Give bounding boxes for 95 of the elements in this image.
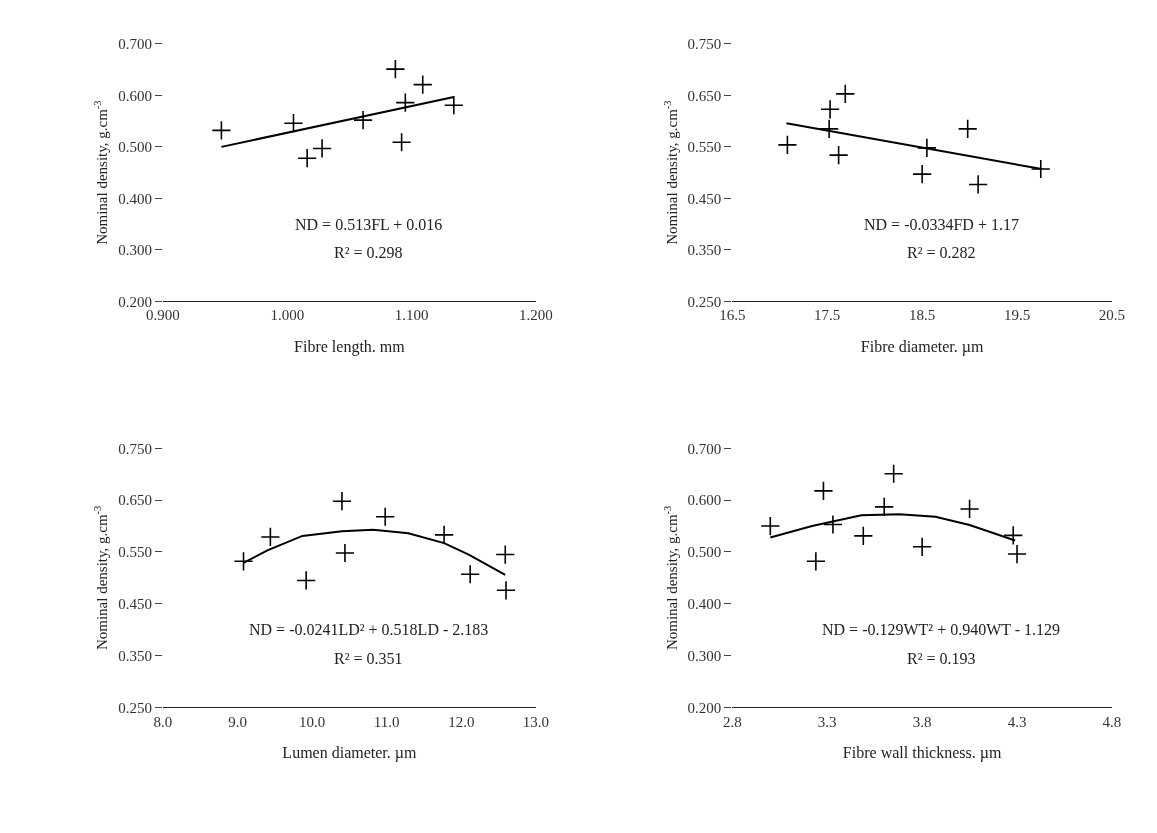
point <box>968 174 989 195</box>
x-tick-label: 4.8 <box>1102 713 1122 730</box>
x-tick-label: 1.000 <box>270 307 305 324</box>
y-tick-label: 0.450 <box>687 190 722 207</box>
point <box>820 99 840 120</box>
annotation: ND = 0.513FL + 0.016 <box>295 216 443 233</box>
point <box>391 132 412 153</box>
annotation: R² = 0.193 <box>907 650 976 667</box>
point <box>335 543 355 563</box>
point <box>912 536 933 557</box>
x-tick-label: 20.5 <box>1098 307 1126 324</box>
x-tick-label: 12.0 <box>448 713 475 730</box>
y-tick-label: 0.300 <box>687 647 722 664</box>
point <box>805 551 826 572</box>
annotation: R² = 0.298 <box>334 244 403 261</box>
x-tick-label: 0.900 <box>146 307 180 324</box>
y-tick-label: 0.700 <box>118 36 152 53</box>
y-tick-label: 0.350 <box>118 647 152 664</box>
point <box>375 506 396 527</box>
point <box>883 463 904 484</box>
point <box>395 92 416 113</box>
annotation: ND = -0.0334FD + 1.17 <box>864 216 1019 233</box>
point <box>233 551 254 572</box>
point <box>332 491 352 512</box>
x-axis-title: Lumen diameter. µm <box>282 744 417 763</box>
x-tick-label: 16.5 <box>719 307 746 324</box>
x-tick-label: 1.100 <box>394 307 429 324</box>
y-tick-label: 0.450 <box>118 596 152 612</box>
x-tick-label: 11.0 <box>373 713 400 730</box>
point <box>443 95 464 116</box>
annotation: ND = -0.0241LD² + 0.518LD - 2.183 <box>249 621 489 638</box>
point <box>297 148 318 169</box>
y-tick-label: 0.550 <box>118 544 152 561</box>
point <box>959 499 980 519</box>
y-tick-label: 0.250 <box>687 293 722 310</box>
point <box>835 83 856 104</box>
point <box>496 580 516 601</box>
y-tick-label: 0.700 <box>687 440 722 457</box>
annotation: ND = -0.129WT² + 0.940WT - 1.129 <box>822 621 1061 638</box>
x-tick-label: 18.5 <box>909 307 936 324</box>
y-tick-label: 0.250 <box>118 699 152 716</box>
point <box>353 110 373 131</box>
point <box>312 138 332 159</box>
point <box>385 59 406 80</box>
point <box>853 526 874 546</box>
point <box>813 480 834 501</box>
y-tick-label: 0.500 <box>687 544 722 561</box>
point <box>460 564 481 585</box>
y-tick-label: 0.400 <box>687 596 722 612</box>
point <box>874 496 895 517</box>
y-tick-label: 0.600 <box>118 87 152 104</box>
y-tick-label: 0.300 <box>118 242 152 259</box>
x-tick-label: 19.5 <box>1003 307 1031 324</box>
point <box>412 74 433 95</box>
point <box>1030 159 1051 179</box>
y-tick-label: 0.650 <box>118 492 152 509</box>
point <box>957 118 978 139</box>
point <box>777 134 798 155</box>
point <box>823 514 843 535</box>
point <box>296 570 317 591</box>
y-tick-label: 0.650 <box>687 87 722 104</box>
point <box>916 138 937 158</box>
y-tick-label: 0.200 <box>118 293 152 310</box>
x-axis-title: Fibre length. mm <box>294 338 406 357</box>
point <box>434 524 455 545</box>
point <box>828 145 849 166</box>
x-tick-label: 9.0 <box>228 713 247 730</box>
x-tick-label: 3.3 <box>817 713 837 730</box>
point <box>1003 525 1024 546</box>
y-tick-label: 0.500 <box>118 139 152 156</box>
annotation: R² = 0.351 <box>334 650 403 667</box>
x-axis-title: Fibre wall thickness. µm <box>842 744 1002 763</box>
y-tick-label: 0.350 <box>687 242 722 259</box>
y-tick-label: 0.750 <box>687 36 722 53</box>
x-tick-label: 8.0 <box>153 713 173 730</box>
point <box>495 544 516 565</box>
x-tick-label: 2.8 <box>722 713 742 730</box>
x-tick-label: 10.0 <box>298 713 326 730</box>
point <box>912 164 933 185</box>
x-tick-label: 13.0 <box>522 713 549 730</box>
x-tick-label: 4.3 <box>1007 713 1027 730</box>
x-tick-label: 1.200 <box>518 307 553 324</box>
annotation: R² = 0.282 <box>907 244 976 261</box>
y-tick-label: 0.400 <box>118 190 152 207</box>
y-tick-label: 0.600 <box>687 492 722 509</box>
x-tick-label: 3.8 <box>912 713 932 730</box>
x-axis-title: Fibre diameter. µm <box>860 338 984 357</box>
y-tick-label: 0.200 <box>687 699 722 716</box>
point <box>211 120 232 141</box>
point <box>1007 544 1027 564</box>
y-tick-label: 0.550 <box>687 139 722 156</box>
y-tick-label: 0.750 <box>118 440 152 457</box>
point <box>819 118 840 139</box>
x-tick-label: 17.5 <box>814 307 841 324</box>
point <box>260 527 281 547</box>
